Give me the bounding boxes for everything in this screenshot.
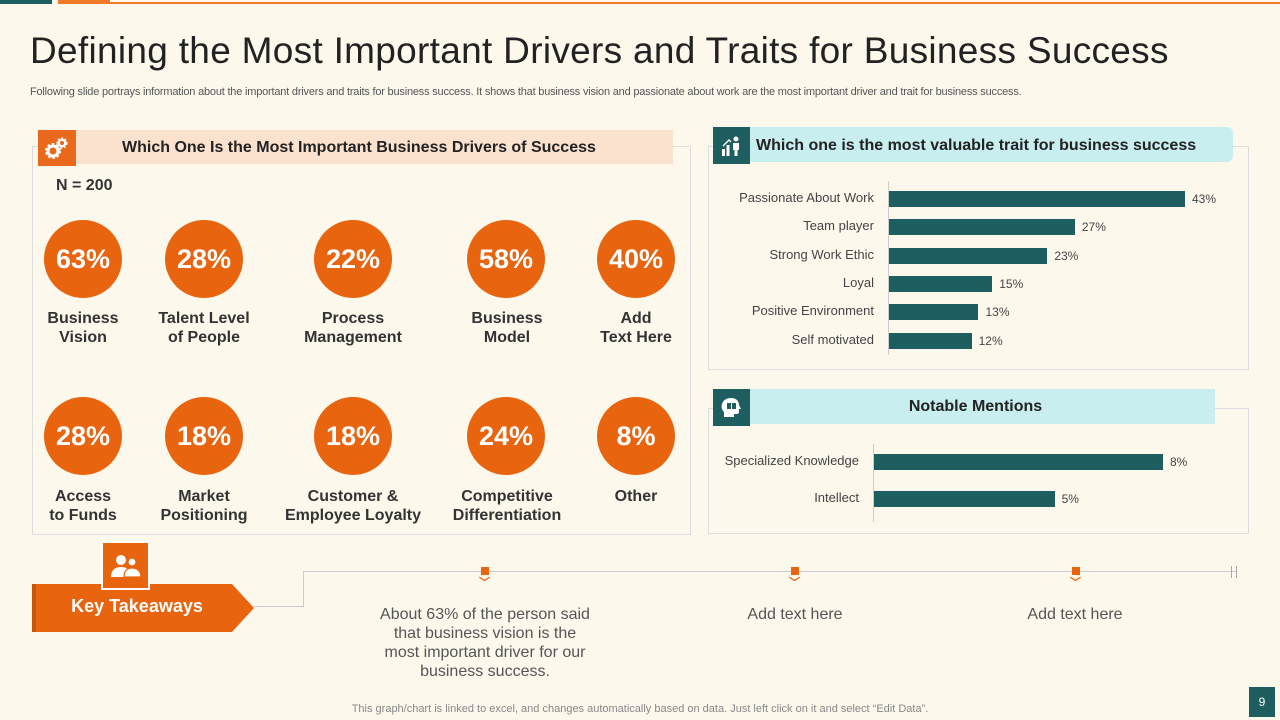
driver-circle: 18% [165,397,243,475]
timeline-marker [791,567,799,575]
timeline-connector [254,606,304,607]
bar-category-label: Team player [803,218,874,234]
bar [889,219,1075,236]
bar-category-label: Positive Environment [751,303,874,319]
mentions-heading: Notable Mentions [908,398,1043,415]
bar-value-label: 13% [985,305,1010,320]
bar-value-label: 8% [1170,455,1188,469]
chevron-down-icon: ﹀ [1070,577,1081,589]
bar-category-label: Self motivated [791,331,874,347]
gears-icon [38,130,76,166]
bar-value-label: 27% [1081,220,1106,235]
driver-label: Business Vision [47,310,119,346]
timeline-end-tick [1236,566,1237,578]
chart-axis-line [873,444,874,522]
top-accent-orange [58,0,110,4]
page-subtitle: Following slide portrays information abo… [30,86,1022,98]
bar [889,275,993,292]
driver-circle: 58% [467,220,545,298]
sample-size-label: N = 200 [56,177,113,194]
driver-label: Other [614,488,658,505]
drivers-header [38,130,673,164]
timeline-line [303,571,1237,572]
bar-value-label: 5% [1061,492,1079,506]
users-icon [101,541,150,590]
driver-circle: 8% [597,397,675,475]
driver-label: Process Management [304,310,402,346]
driver-label: Business Model [471,310,543,346]
mentions-panel [708,408,1249,534]
bar-category-label: Specialized Knowledge [724,453,859,468]
bar-value-label: 43% [1192,192,1217,206]
footer-note: This graph/chart is linked to excel, and… [351,703,929,715]
chevron-down-icon: ﹀ [479,577,490,589]
bar [889,304,979,321]
driver-label: Access to Funds [49,488,117,524]
bar [889,332,972,349]
timeline-marker [1072,567,1080,575]
driver-label: Market Positioning [160,488,248,524]
head-book-icon [713,389,750,426]
chart-axis-line [888,181,889,355]
driver-label: Add Text Here [600,310,672,346]
bar [874,491,1055,507]
driver-circle: 63% [44,220,122,298]
bar-category-label: Passionate About Work [739,190,874,205]
page-title: Defining the Most Important Drivers and … [30,30,1169,71]
takeaway-text: About 63% of the person said that busine… [380,606,590,680]
bar [889,191,1185,207]
driver-circle: 28% [44,397,122,475]
bar-value-label: 23% [1054,248,1079,263]
driver-label: Competitive Differentiation [452,488,562,524]
timeline-marker [481,567,489,575]
mentions-header [713,389,1215,424]
drivers-heading: Which One Is the Most Important Business… [122,139,596,156]
driver-label: Talent Level of People [158,310,250,346]
timeline-end-tick [1231,566,1232,578]
driver-circle: 24% [467,397,545,475]
bar [889,247,1048,264]
driver-label: Customer & Employee Loyalty [284,488,422,524]
chevron-down-icon: ﹀ [789,577,800,589]
driver-circle: 18% [314,397,392,475]
takeaway-text: Add text here [747,606,843,623]
page-number: 9 [1249,687,1275,717]
traits-header [713,127,1233,162]
key-takeaways-banner [32,584,254,632]
bar-category-label: Loyal [842,274,874,290]
driver-circle: 22% [314,220,392,298]
bar-category-label: Intellect [814,490,859,505]
bar-value-label: 12% [978,333,1003,348]
key-takeaways-label: Key Takeaways [71,596,203,616]
driver-circle: 28% [165,220,243,298]
driver-circle: 40% [597,220,675,298]
traits-heading: Which one is the most valuable trait for… [756,137,1197,154]
top-accent-teal [0,0,52,4]
top-rule [110,2,1280,4]
bar-value-label: 15% [999,276,1024,291]
takeaway-text: Add text here [1027,606,1123,623]
bar-category-label: Strong Work Ethic [769,246,874,262]
timeline-connector [303,571,304,607]
growth-person-icon [713,127,750,164]
bar [874,454,1163,470]
